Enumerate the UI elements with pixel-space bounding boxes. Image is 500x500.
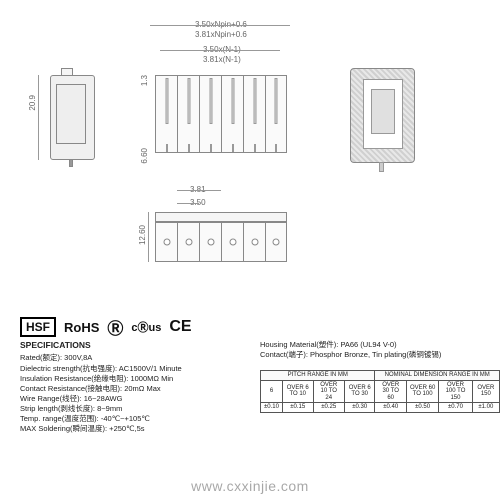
specs-title: SPECIFICATIONS [20,340,182,351]
dim-line [177,203,199,204]
dim-line [38,75,39,160]
dim-top-2: 3.81xNpin+0.6 [195,30,247,39]
cert-ce: CE [169,318,191,336]
terminal [243,222,265,262]
certifications: HSF RoHS Ⓡ cⓇus CE [20,315,192,339]
terminal [221,75,243,153]
terminal [199,222,221,262]
cert-ul: Ⓡ [107,315,123,339]
terminal [177,75,199,153]
material-housing: Housing Material(塑件): PA66 (UL94 V-0) [260,340,441,350]
dim-line [150,25,290,26]
terminal-block-bottom [155,222,287,262]
cert-rohs: RoHS [64,320,99,335]
terminal [177,222,199,262]
spec-line: Wire Range(线径): 16~28AWG [20,394,182,404]
terminal [265,75,287,153]
materials-block: Housing Material(塑件): PA66 (UL94 V-0) Co… [260,340,441,360]
spec-line: MAX Soldering(瞬间温度): +250℃,5s [20,424,182,434]
dim-h3: 12.60 [138,225,147,245]
tol-header-right: NOMINAL DIMENSION RANGE IN MM [375,371,500,381]
cert-hsf: HSF [20,317,56,337]
side-profile-left [50,75,95,160]
specifications-block: SPECIFICATIONS Rated(额定): 300V,8A Dielec… [20,340,182,434]
terminal [265,222,287,262]
material-contact: Contact(端子): Phosphor Bronze, Tin platin… [260,350,441,360]
watermark: www.cxxinjie.com [0,478,500,494]
cross-section [350,68,415,163]
spec-line: Rated(额定): 300V,8A [20,353,182,363]
dim-line [177,190,221,191]
tolerance-table: PITCH RANGE IN MM NOMINAL DIMENSION RANG… [260,370,500,413]
table-row: 6 OVER 6 TO 10 OVER 10 TO 24 OVER 6 TO 3… [261,380,500,403]
terminal [155,222,177,262]
spec-line: Strip length(剥线长度): 8~9mm [20,404,182,414]
table-row: ±0.10 ±0.15 ±0.25 ±0.30 ±0.40 ±0.50 ±0.7… [261,403,500,413]
terminal [221,222,243,262]
terminal [243,75,265,153]
spec-line: Dielectric strength(抗电强度): AC1500V/1 Min… [20,364,182,374]
dim-gap: 1.3 [140,75,149,86]
cert-cul: cⓇus [131,319,161,335]
dim-side-h1: 20.9 [28,95,37,111]
tol-header-left: PITCH RANGE IN MM [261,371,375,381]
terminal [155,75,177,153]
terminal [199,75,221,153]
dim-line [160,50,280,51]
spec-line: Contact Resistance(接触电阻): 20mΩ Max [20,384,182,394]
dim-line [148,212,149,262]
dim-h2: 6.60 [140,148,149,164]
spec-line: Insulation Resistance(绝缘电阻): 1000MΩ Min [20,374,182,384]
spec-line: Temp. range(温度范围): -40℃~+105℃ [20,414,182,424]
technical-drawing: 3.50xNpin+0.6 3.81xNpin+0.6 3.50x(N-1) 3… [10,20,490,310]
terminal-block-front [155,75,287,153]
dim-top-4: 3.81x(N-1) [203,55,241,64]
bottom-rail [155,212,287,222]
